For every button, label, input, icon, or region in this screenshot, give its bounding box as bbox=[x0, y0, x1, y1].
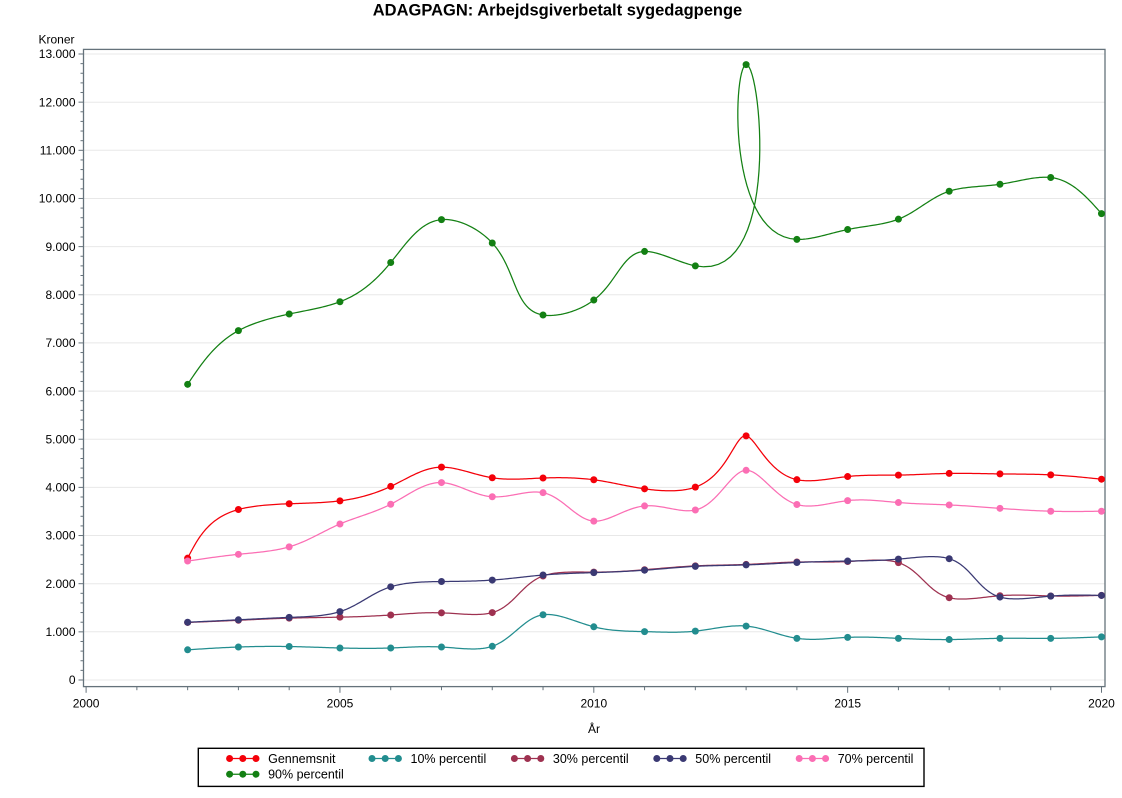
svg-text:13.000: 13.000 bbox=[39, 47, 76, 61]
svg-text:År: År bbox=[588, 721, 600, 736]
svg-text:2015: 2015 bbox=[834, 697, 861, 711]
svg-text:8.000: 8.000 bbox=[45, 288, 75, 302]
svg-text:6.000: 6.000 bbox=[45, 384, 75, 398]
svg-text:11.000: 11.000 bbox=[40, 144, 76, 158]
svg-text:0: 0 bbox=[69, 673, 76, 687]
svg-text:7.000: 7.000 bbox=[45, 336, 75, 350]
svg-text:2020: 2020 bbox=[1088, 697, 1115, 711]
svg-text:3.000: 3.000 bbox=[45, 529, 75, 543]
svg-text:Gennemsnit: Gennemsnit bbox=[268, 752, 336, 766]
svg-text:2.000: 2.000 bbox=[45, 577, 75, 591]
svg-text:5.000: 5.000 bbox=[45, 432, 75, 446]
svg-text:ADAGPAGN: Arbejdsgiverbetalt s: ADAGPAGN: Arbejdsgiverbetalt sygedagpeng… bbox=[373, 2, 743, 20]
svg-text:10% percentil: 10% percentil bbox=[411, 752, 487, 766]
svg-text:12.000: 12.000 bbox=[39, 95, 76, 109]
svg-text:70% percentil: 70% percentil bbox=[838, 752, 914, 766]
svg-text:4.000: 4.000 bbox=[45, 481, 75, 495]
svg-text:2005: 2005 bbox=[327, 697, 354, 711]
svg-text:Kroner: Kroner bbox=[39, 33, 75, 47]
svg-text:10.000: 10.000 bbox=[39, 192, 76, 206]
svg-text:30% percentil: 30% percentil bbox=[553, 752, 629, 766]
svg-text:9.000: 9.000 bbox=[45, 240, 75, 254]
svg-text:90% percentil: 90% percentil bbox=[268, 768, 344, 782]
svg-text:2000: 2000 bbox=[73, 697, 100, 711]
svg-text:50% percentil: 50% percentil bbox=[695, 752, 771, 766]
svg-text:1.000: 1.000 bbox=[45, 625, 75, 639]
svg-text:2010: 2010 bbox=[580, 697, 607, 711]
